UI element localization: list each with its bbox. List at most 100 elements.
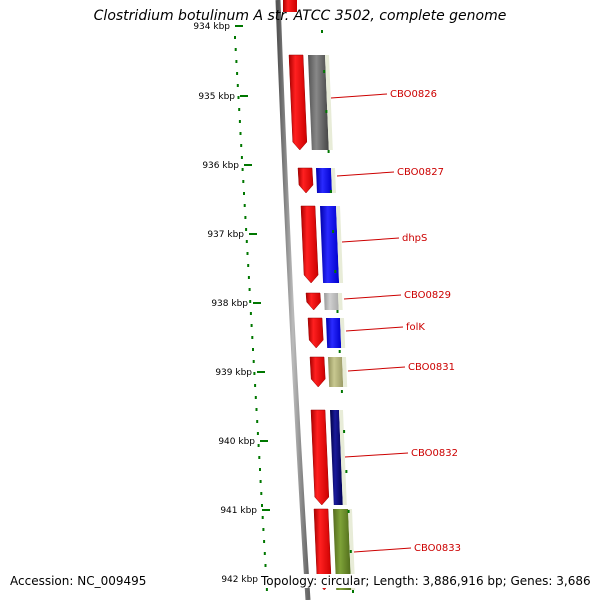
scale-dot [323,70,326,73]
scale-dot [264,564,267,567]
gene-leader-line [336,171,395,177]
scale-dot [340,390,343,393]
scale-dot [349,550,352,553]
scale-tick [240,95,248,97]
gene-stripe [338,293,343,310]
gene-label-cbo0827: CBO0827 [397,167,444,178]
gene-arrow-cbo0831 [309,356,326,388]
gene-label-cbo0833: CBO0833 [414,543,461,554]
gene-track [275,0,356,600]
gene-block-folk [326,318,342,348]
scale-tick [235,25,243,27]
gene-stripe [348,509,356,590]
scale-dot [260,492,263,495]
scale-dot [334,270,337,273]
accession-text: Accession: NC_009495 [8,574,149,588]
scale-dot [257,444,260,447]
gene-leader-line [343,294,402,300]
gene-arrow-cbo0827 [297,167,314,194]
scale-tick-label: 942 kbp [221,575,258,585]
scale-dot [256,420,259,423]
gene-block-cbo0832 [330,410,343,505]
scale-dot [252,360,255,363]
gene-leader-line [341,237,400,243]
scale-tick-label: 941 kbp [220,506,257,516]
scale-tick [253,302,261,304]
gene-leader-line [330,93,388,99]
scale-dot [234,48,237,51]
gene-arrow-cbo0832 [310,409,330,506]
gene-block-cbo0829 [324,293,339,310]
gene-stripe [331,168,336,193]
gene-label-cbo0829: CBO0829 [404,290,451,301]
scale-dot [256,432,259,435]
scale-dot [261,516,264,519]
scale-dot [261,504,263,507]
scale-dot [234,36,236,39]
scale-dot [259,468,261,471]
gene-stripe [325,55,333,150]
scale-tick-label: 937 kbp [207,230,244,240]
scale-dot [238,108,241,111]
scale-tick-label: 936 kbp [202,161,239,171]
scale-dot [237,96,240,99]
gene-stripe [342,357,348,387]
scale-dot [249,312,252,315]
scale-dot [236,72,239,75]
scale-dot [254,384,257,387]
gene-block-cbo0826 [308,55,329,150]
gene-leader-line [344,452,409,458]
gene-label-cbo0831: CBO0831 [408,362,455,373]
gene-leader-line [353,547,412,553]
scale-dot [249,300,252,303]
scale-tick-label: 935 kbp [198,92,235,102]
scale-tick [249,233,257,235]
scale-dot [265,588,268,591]
gene-block-dhps [320,206,340,283]
scale-dot [251,336,254,339]
scale-dot [254,396,257,399]
gene-leader-line [345,326,404,332]
scale-dot [263,540,266,543]
scale-dot [245,228,248,231]
map-title: Clostridium botulinum A str. ATCC 3502, … [93,8,507,24]
gene-block-cbo0831 [328,357,344,387]
scale-dot [236,84,239,87]
scale-tick-label: 938 kbp [211,299,248,309]
gene-arrow-dhps [300,205,319,284]
scale-dot [336,310,339,313]
scale-dot [263,552,266,555]
scale-dot [240,144,243,147]
scale-dot [242,180,245,183]
scale-dot [262,528,265,531]
scale-dot [245,240,248,243]
gene-label-dhps: dhpS [402,233,427,244]
scale-dot [325,110,328,113]
gene-label-cbo0826: CBO0826 [390,89,437,100]
scale-dot [244,216,247,219]
scale-tick-label: 939 kbp [215,368,252,378]
scale-dot [343,430,346,433]
scale-tick [244,164,252,166]
gene-block-cbo0833 [333,509,352,590]
gene-labels: CBO0826 CBO0827 dhpS CBO0829 folK CBO0831 CBO0… [330,89,461,554]
scale-dot [248,288,251,291]
scale-dot [338,350,341,353]
scale-dot [352,590,354,593]
scale-dot [347,510,350,513]
gene-leader-line [347,366,406,372]
gene-arrow-folk [307,317,324,349]
scale-dot [327,150,330,153]
gene-arrow-cbo0829 [305,292,321,311]
scale-ticks: 934 kbp 935 kbp 936 kbp 937 kbp 938 kbp 939 k… [193,22,354,593]
scale-tick-label: 940 kbp [218,437,255,447]
scale-tick [262,509,270,511]
gene-label-folk: folK [406,322,425,333]
gene-block-cbo0827 [316,168,332,193]
scale-dot [247,264,250,267]
scale-dot [241,168,244,171]
scale-dot [253,372,256,375]
scale-dot [243,204,246,207]
scale-dot [329,190,332,193]
